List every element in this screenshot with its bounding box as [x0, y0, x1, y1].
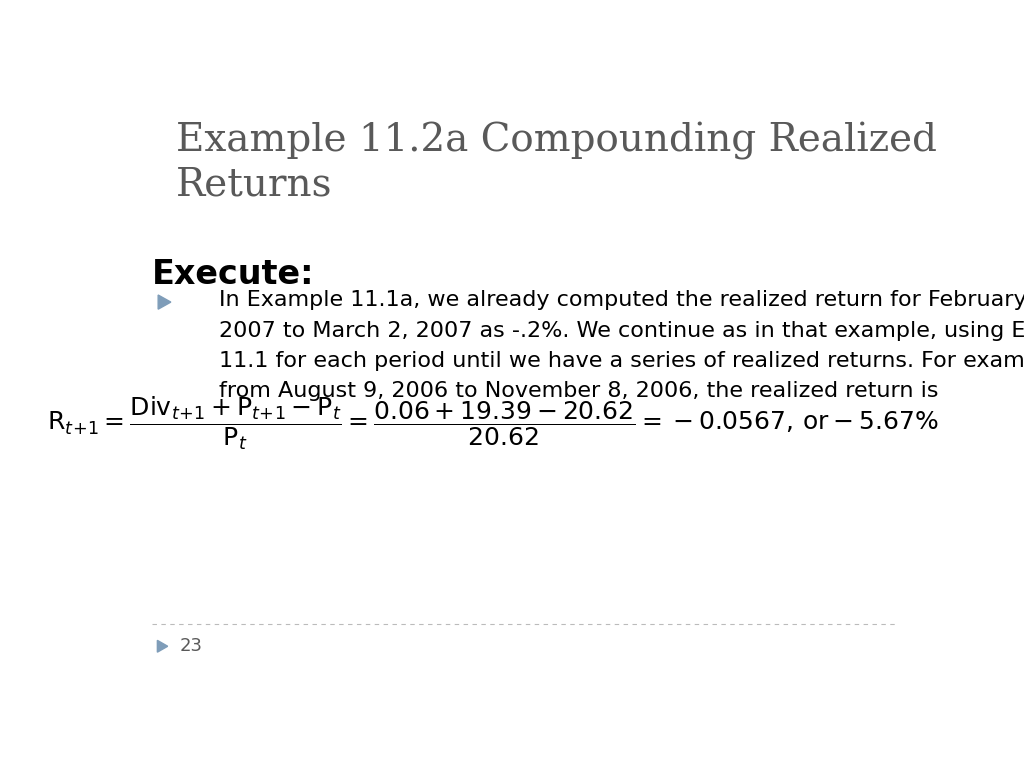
Polygon shape	[158, 641, 168, 652]
Text: In Example 11.1a, we already computed the realized return for February 15,
2007 : In Example 11.1a, we already computed th…	[219, 290, 1024, 402]
Text: $\mathrm{R}_{t\!+\!1} = \dfrac{\mathrm{Div}_{t\!+\!1} + \mathrm{P}_{t\!+\!1} - \: $\mathrm{R}_{t\!+\!1} = \dfrac{\mathrm{D…	[47, 395, 939, 452]
Text: Execute:: Execute:	[152, 258, 314, 291]
Text: 23: 23	[179, 637, 203, 655]
Text: Example 11.2a Compounding Realized
Returns: Example 11.2a Compounding Realized Retur…	[176, 121, 937, 204]
Polygon shape	[158, 295, 171, 310]
